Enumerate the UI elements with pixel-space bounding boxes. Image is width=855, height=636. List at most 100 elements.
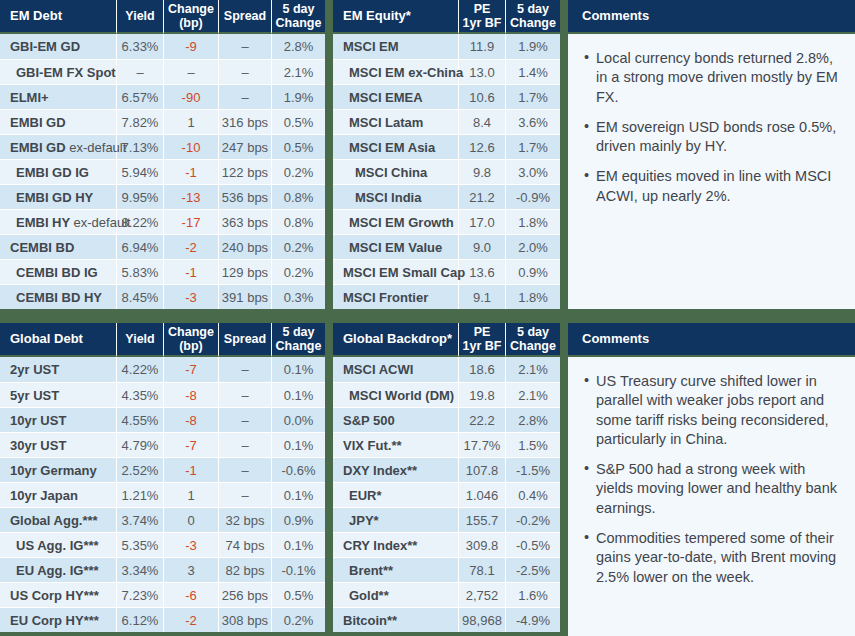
cell-yield: 1.21% bbox=[116, 482, 163, 507]
table-row: 5yr UST4.35%-8–0.1% bbox=[0, 382, 325, 407]
row-label: 30yr UST bbox=[0, 432, 116, 457]
table-row: MSCI ACWI18.62.1% bbox=[333, 357, 560, 382]
table-row: MSCI EM Value9.02.0% bbox=[333, 234, 560, 259]
cell-pe-1yr-bf: 9.8 bbox=[458, 159, 505, 184]
row-label: CRY Index** bbox=[333, 532, 458, 557]
cell-pe-1yr-bf: 9.0 bbox=[458, 234, 505, 259]
table-row: CEMBI BD IG5.83%-1129 bps0.2% bbox=[0, 259, 325, 284]
em-debt-table: EM DebtYieldChange (bp)Spread5 day Chang… bbox=[0, 0, 325, 309]
row-label: EMBI GD bbox=[0, 109, 116, 134]
row-label: MSCI EMEA bbox=[333, 84, 458, 109]
row-label-text: MSCI ACWI bbox=[343, 362, 413, 377]
cell-change-bp: -10 bbox=[163, 134, 218, 159]
row-label: 10yr Germany bbox=[0, 457, 116, 482]
row-label-text: 30yr UST bbox=[10, 438, 66, 453]
cell-five-day-change: 2.1% bbox=[505, 357, 560, 382]
row-label-text: MSCI EM Growth bbox=[349, 215, 454, 230]
header-row: EM DebtYieldChange (bp)Spread5 day Chang… bbox=[0, 0, 325, 34]
data-table: EM DebtYieldChange (bp)Spread5 day Chang… bbox=[0, 0, 325, 309]
table-row: GBI-EM GD6.33%-9–2.8% bbox=[0, 34, 325, 59]
cell-yield: 6.57% bbox=[116, 84, 163, 109]
table-row: CEMBI BD HY8.45%-3391 bps0.3% bbox=[0, 284, 325, 309]
row-label-text: EMBI GD HY bbox=[16, 190, 93, 205]
table-row: 30yr UST4.79%-7–0.1% bbox=[0, 432, 325, 457]
row-label: ELMI+ bbox=[0, 84, 116, 109]
row-label-text: EMBI GD bbox=[10, 140, 66, 155]
row-label: MSCI World (DM) bbox=[333, 382, 458, 407]
cell-spread: 74 bps bbox=[218, 532, 271, 557]
cell-spread: – bbox=[218, 84, 271, 109]
cell-five-day-change: 0.8% bbox=[271, 184, 325, 209]
column-header-change-bp: Change (bp) bbox=[163, 323, 218, 357]
column-header-spread: Spread bbox=[218, 0, 271, 34]
table-row: EMBI HY ex-default8.22%-17363 bps0.8% bbox=[0, 209, 325, 234]
row-label-suffix: ex-default bbox=[69, 140, 126, 155]
row-label: CEMBI BD bbox=[0, 234, 116, 259]
weekly-markets-dashboard: EM DebtYieldChange (bp)Spread5 day Chang… bbox=[0, 0, 855, 636]
cell-change-bp: -1 bbox=[163, 457, 218, 482]
row-label: Brent** bbox=[333, 557, 458, 582]
cell-change-bp: -1 bbox=[163, 259, 218, 284]
cell-yield: 7.13% bbox=[116, 134, 163, 159]
cell-change-bp: -1 bbox=[163, 159, 218, 184]
cell-change-bp: -13 bbox=[163, 184, 218, 209]
cell-yield: 5.94% bbox=[116, 159, 163, 184]
cell-five-day-change: 0.1% bbox=[271, 382, 325, 407]
row-label: EMBI GD IG bbox=[0, 159, 116, 184]
row-label: EMBI GD ex-default bbox=[0, 134, 116, 159]
row-label-text: GBI-EM GD bbox=[10, 39, 80, 54]
row-label-text: EU Agg. IG*** bbox=[16, 563, 99, 578]
cell-five-day-change: 2.8% bbox=[505, 407, 560, 432]
cell-yield: 4.22% bbox=[116, 357, 163, 382]
cell-spread: 316 bps bbox=[218, 109, 271, 134]
row-label: MSCI EM Growth bbox=[333, 209, 458, 234]
row-label-text: GBI-EM FX Spot bbox=[16, 65, 116, 80]
row-label-text: EUR* bbox=[349, 488, 382, 503]
cell-five-day-change: 2.0% bbox=[505, 234, 560, 259]
cell-five-day-change: 0.4% bbox=[505, 482, 560, 507]
table-row: EUR*1.0460.4% bbox=[333, 482, 560, 507]
column-header-five-day-change: 5 day Change bbox=[271, 0, 325, 34]
cell-change-bp: -7 bbox=[163, 357, 218, 382]
table-row: MSCI EM Small Cap13.60.9% bbox=[333, 259, 560, 284]
row-label-text: EU Corp HY*** bbox=[10, 613, 99, 628]
table-row: MSCI Frontier9.11.8% bbox=[333, 284, 560, 309]
row-label: 2yr UST bbox=[0, 357, 116, 382]
table-row: Brent**78.1-2.5% bbox=[333, 557, 560, 582]
cell-yield: – bbox=[116, 59, 163, 84]
cell-five-day-change: 2.8% bbox=[271, 34, 325, 59]
cell-five-day-change: -0.2% bbox=[505, 507, 560, 532]
table-row: VIX Fut.**17.7%1.5% bbox=[333, 432, 560, 457]
cell-change-bp: -9 bbox=[163, 34, 218, 59]
table-row: MSCI EM Asia12.61.7% bbox=[333, 134, 560, 159]
cell-five-day-change: 1.9% bbox=[271, 84, 325, 109]
cell-change-bp: -2 bbox=[163, 234, 218, 259]
cell-change-bp: -8 bbox=[163, 407, 218, 432]
cell-yield: 8.45% bbox=[116, 284, 163, 309]
cell-change-bp: -8 bbox=[163, 382, 218, 407]
row-label-text: ELMI+ bbox=[10, 90, 49, 105]
column-header-pe-1yr-bf: PE 1yr BF bbox=[458, 323, 505, 357]
data-table: Global DebtYieldChange (bp)Spread5 day C… bbox=[0, 323, 325, 632]
cell-yield: 4.55% bbox=[116, 407, 163, 432]
cell-yield: 3.74% bbox=[116, 507, 163, 532]
row-label-text: MSCI China bbox=[355, 165, 427, 180]
row-label-text: US Agg. IG*** bbox=[16, 538, 99, 553]
cell-pe-1yr-bf: 22.2 bbox=[458, 407, 505, 432]
cell-spread: 240 bps bbox=[218, 234, 271, 259]
cell-spread: 122 bps bbox=[218, 159, 271, 184]
cell-five-day-change: 0.3% bbox=[271, 284, 325, 309]
row-label-text: MSCI India bbox=[355, 190, 421, 205]
comments-list: US Treasury curve shifted lower in paral… bbox=[568, 357, 855, 598]
table-row: MSCI EM Growth17.01.8% bbox=[333, 209, 560, 234]
cell-five-day-change: 0.5% bbox=[271, 134, 325, 159]
table-row: MSCI EM ex-China13.01.4% bbox=[333, 59, 560, 84]
row-label-text: CEMBI BD HY bbox=[16, 290, 102, 305]
cell-five-day-change: 0.5% bbox=[271, 582, 325, 607]
cell-spread: – bbox=[218, 357, 271, 382]
table-row: MSCI Latam8.43.6% bbox=[333, 109, 560, 134]
row-label: EU Agg. IG*** bbox=[0, 557, 116, 582]
cell-yield: 4.79% bbox=[116, 432, 163, 457]
table-row: MSCI India21.2-0.9% bbox=[333, 184, 560, 209]
cell-spread: – bbox=[218, 59, 271, 84]
